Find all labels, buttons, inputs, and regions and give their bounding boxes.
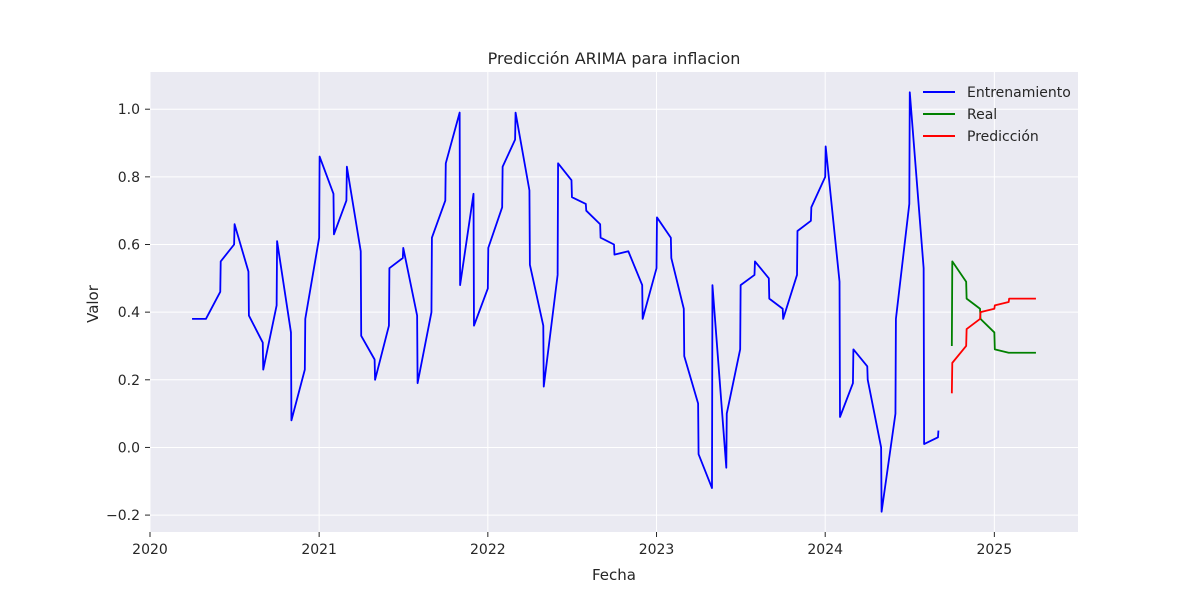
x-axis-label: Fecha — [592, 566, 636, 584]
x-axis-ticks: 2020 2021 2022 2023 2024 2025 — [132, 532, 1012, 558]
y-axis-label: Valor — [84, 284, 102, 323]
legend-label-real: Real — [967, 107, 997, 123]
x-tick-label: 2022 — [470, 542, 506, 558]
y-tick-label: 0.4 — [118, 305, 140, 321]
legend-label-prediccion: Predicción — [967, 129, 1039, 145]
x-tick-label: 2020 — [132, 542, 168, 558]
x-tick-label: 2021 — [301, 542, 337, 558]
y-axis-ticks: −0.2 0.0 0.2 0.4 0.6 0.8 1.0 — [106, 102, 150, 524]
series-layer — [192, 91, 1036, 513]
series-line-real — [950, 260, 1036, 354]
series-line-entrenamiento — [192, 91, 940, 513]
y-tick-label: 0.8 — [118, 170, 140, 186]
plot-background — [150, 72, 1078, 532]
y-tick-label: 0.6 — [118, 238, 140, 254]
y-tick-label: 0.0 — [118, 440, 140, 456]
y-tick-label: −0.2 — [106, 508, 140, 524]
series-line-prediccion — [950, 297, 1036, 394]
x-tick-label: 2023 — [639, 542, 675, 558]
legend-label-entrenamiento: Entrenamiento — [967, 85, 1071, 101]
legend: Entrenamiento Real Predicción — [923, 85, 1071, 145]
y-tick-label: 0.2 — [118, 373, 140, 389]
x-tick-label: 2024 — [807, 542, 843, 558]
x-tick-label: 2025 — [977, 542, 1013, 558]
chart-title: Predicción ARIMA para inflacion — [488, 49, 741, 68]
y-tick-label: 1.0 — [118, 102, 140, 118]
